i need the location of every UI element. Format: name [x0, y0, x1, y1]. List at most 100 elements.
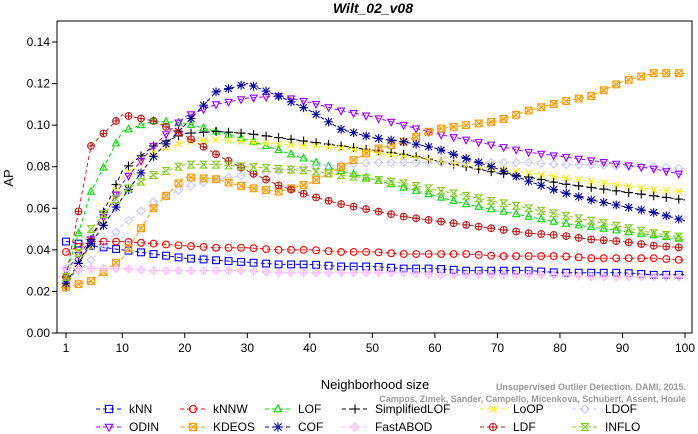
- data-point: [611, 200, 621, 210]
- series-ldf: [62, 112, 686, 281]
- data-point: [286, 149, 296, 158]
- data-point: [611, 221, 621, 230]
- x-tick-label: 80: [553, 341, 567, 355]
- data-point: [674, 194, 684, 204]
- data-point: [461, 154, 471, 163]
- data-point: [161, 265, 171, 276]
- data-point: [561, 188, 571, 198]
- data-point: [162, 240, 170, 249]
- data-point: [161, 191, 171, 201]
- data-point: [98, 210, 109, 219]
- data-point: [211, 265, 221, 276]
- data-point: [449, 134, 458, 143]
- data-point: [273, 164, 284, 173]
- data-point: [524, 270, 534, 280]
- legend-label: LDOF: [605, 402, 637, 416]
- series-line: [65, 164, 686, 278]
- data-point: [199, 242, 208, 251]
- data-point: [312, 176, 321, 184]
- data-point: [198, 177, 209, 188]
- data-point: [374, 115, 383, 124]
- data-point: [111, 227, 121, 237]
- data-point: [649, 165, 659, 174]
- data-point: [111, 263, 121, 274]
- data-point: [423, 269, 434, 280]
- data-point: [99, 162, 108, 171]
- data-point: [574, 175, 583, 184]
- data-point: [649, 162, 659, 172]
- data-point: [473, 194, 484, 203]
- data-point: [311, 157, 321, 166]
- data-point: [549, 99, 558, 108]
- data-point: [536, 150, 546, 160]
- data-point: [674, 214, 684, 224]
- data-point: [162, 122, 170, 131]
- data-point: [674, 187, 683, 196]
- data-point: [236, 265, 246, 276]
- data-point: [148, 265, 159, 276]
- data-point: [286, 134, 296, 144]
- data-point: [487, 251, 496, 260]
- data-point: [236, 128, 246, 138]
- data-point: [349, 109, 358, 119]
- data-point: [424, 188, 433, 198]
- data-point: [224, 257, 233, 266]
- data-point: [124, 161, 133, 171]
- data-point: [124, 172, 133, 182]
- data-point: [312, 142, 320, 151]
- data-point: [499, 144, 508, 153]
- data-point: [86, 225, 96, 234]
- data-point: [136, 177, 146, 186]
- data-point: [311, 268, 321, 278]
- data-point: [237, 257, 246, 266]
- data-point: [273, 268, 284, 278]
- data-point: [599, 254, 608, 263]
- data-point: [424, 155, 433, 164]
- data-point: [337, 247, 346, 256]
- data-point: [324, 104, 333, 113]
- data-point: [74, 228, 83, 237]
- data-point: [348, 172, 359, 181]
- data-point: [373, 157, 384, 168]
- data-point: [474, 158, 484, 167]
- data-point: [336, 141, 346, 151]
- data-point: [262, 259, 271, 268]
- data-point: [311, 138, 321, 148]
- data-point: [462, 220, 471, 229]
- tick-marks: [52, 41, 686, 338]
- data-point: [124, 244, 133, 253]
- data-point: [612, 180, 621, 189]
- data-point: [498, 157, 509, 168]
- data-point: [499, 206, 508, 215]
- data-point: [649, 241, 658, 250]
- data-point: [636, 164, 646, 173]
- legend-item-fastabod: FastABOD: [342, 420, 433, 434]
- data-point: [299, 181, 308, 189]
- data-point: [323, 268, 334, 278]
- data-point: [162, 191, 170, 200]
- data-point: [336, 268, 346, 278]
- data-point: [574, 192, 584, 202]
- data-point: [211, 87, 221, 97]
- data-point: [237, 137, 245, 146]
- data-point: [624, 238, 633, 247]
- data-point: [499, 225, 508, 234]
- legend-label: FastABOD: [375, 420, 433, 434]
- data-point: [249, 129, 258, 139]
- legend-item-loop: LoOP: [480, 402, 544, 416]
- data-point: [374, 144, 383, 153]
- data-point: [124, 124, 133, 133]
- data-point: [386, 177, 396, 186]
- data-point: [561, 159, 571, 170]
- data-point: [486, 270, 496, 280]
- data-point: [187, 254, 196, 263]
- data-point: [524, 252, 533, 261]
- x-axis-label: Neighborhood size: [321, 377, 429, 392]
- data-point: [174, 253, 183, 262]
- data-point: [661, 230, 671, 239]
- data-point: [399, 152, 408, 161]
- data-point: [224, 84, 233, 93]
- data-point: [174, 140, 183, 148]
- data-point: [223, 172, 234, 183]
- data-point: [436, 270, 446, 280]
